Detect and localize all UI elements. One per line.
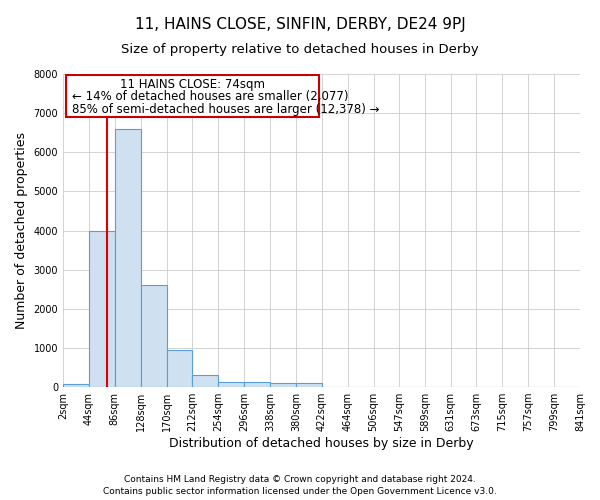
Text: Size of property relative to detached houses in Derby: Size of property relative to detached ho… bbox=[121, 42, 479, 56]
Y-axis label: Number of detached properties: Number of detached properties bbox=[15, 132, 28, 329]
Text: ← 14% of detached houses are smaller (2,077): ← 14% of detached houses are smaller (2,… bbox=[72, 90, 349, 104]
Bar bbox=[140, 286, 167, 387]
Bar bbox=[167, 350, 193, 387]
Bar bbox=[193, 375, 218, 387]
Text: Contains HM Land Registry data © Crown copyright and database right 2024.: Contains HM Land Registry data © Crown c… bbox=[124, 475, 476, 484]
FancyBboxPatch shape bbox=[66, 75, 319, 117]
Text: Contains public sector information licensed under the Open Government Licence v3: Contains public sector information licen… bbox=[103, 487, 497, 496]
Text: 11, HAINS CLOSE, SINFIN, DERBY, DE24 9PJ: 11, HAINS CLOSE, SINFIN, DERBY, DE24 9PJ bbox=[134, 18, 466, 32]
Bar bbox=[63, 384, 89, 387]
Bar bbox=[218, 382, 244, 387]
X-axis label: Distribution of detached houses by size in Derby: Distribution of detached houses by size … bbox=[169, 437, 474, 450]
Bar bbox=[89, 230, 115, 387]
Text: 85% of semi-detached houses are larger (12,378) →: 85% of semi-detached houses are larger (… bbox=[72, 103, 380, 116]
Bar bbox=[244, 382, 270, 387]
Text: 11 HAINS CLOSE: 74sqm: 11 HAINS CLOSE: 74sqm bbox=[120, 78, 265, 91]
Bar bbox=[270, 383, 296, 387]
Bar bbox=[296, 383, 322, 387]
Bar bbox=[115, 129, 140, 387]
